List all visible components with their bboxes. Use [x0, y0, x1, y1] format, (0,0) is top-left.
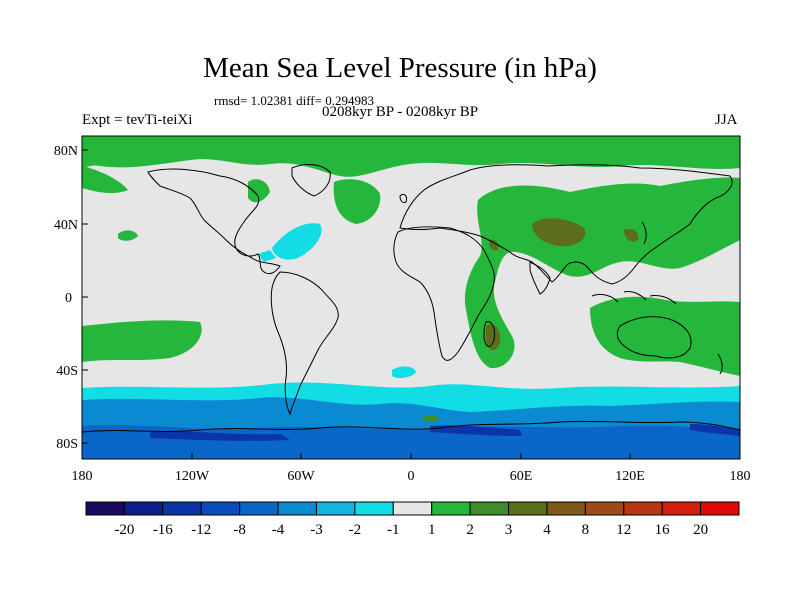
australia-positive [590, 296, 740, 376]
colorbar-swatch [661, 501, 702, 516]
colorbar-swatch [277, 501, 317, 516]
south-america-coast [270, 271, 339, 416]
lon-label-180w: 180 [72, 469, 93, 484]
colorbar-label: 4 [543, 522, 551, 538]
colorbar-swatch [508, 501, 548, 516]
colorbar-swatch [200, 501, 241, 516]
colorbar-swatch [700, 501, 740, 516]
latitude-axis [82, 149, 88, 444]
colorbar-label: 2 [466, 522, 474, 538]
lat-label-40n: 40N [54, 218, 78, 233]
colorbar-label: -16 [153, 522, 173, 538]
south-atlantic-positive-tiny [424, 415, 440, 422]
colorbar-swatch [584, 501, 625, 516]
experiment-label: Expt = tevTi-teiXi [82, 112, 193, 128]
arctic-positive-band [82, 136, 740, 177]
lon-label-180e: 180 [730, 469, 751, 484]
colorbar-label: -1 [387, 522, 400, 538]
colorbar: -20 -16 -12 -8 -4 -3 -2 -1 1 2 3 4 8 12 16 20 [85, 501, 740, 538]
madagascar-coast [483, 321, 495, 347]
latitude-labels: 80N 40N 0 40S 80S [54, 144, 78, 452]
nw-africa-positive-strong [489, 239, 499, 251]
colorbar-swatch [162, 501, 202, 516]
colorbar-label: 8 [582, 522, 590, 538]
japan-coast [641, 221, 647, 245]
colorbar-label: 3 [505, 522, 513, 538]
longitude-labels: 180 120W 60W 0 60E 120E 180 [72, 469, 751, 484]
colorbar-swatch [392, 501, 433, 516]
north-pacific-positive [82, 166, 128, 194]
south-pacific-positive [82, 320, 202, 362]
coastlines [82, 164, 740, 433]
eurasia-coast [399, 164, 733, 285]
colorbar-label: -4 [272, 522, 285, 538]
caribbean-negative-patch [258, 250, 276, 262]
colorbar-swatch [431, 501, 471, 516]
colorbar-swatch [85, 501, 125, 516]
lat-label-0: 0 [65, 291, 72, 306]
period-label: 0208kyr BP - 0208kyr BP [322, 104, 479, 120]
lon-label-60w: 60W [287, 469, 315, 484]
new-zealand-coast [717, 353, 723, 375]
colorbar-label: 1 [428, 522, 436, 538]
colorbar-swatch [354, 501, 394, 516]
greenland-coast [291, 164, 331, 197]
antarctica-coast [82, 420, 740, 433]
lon-label-60e: 60E [510, 469, 533, 484]
lat-label-80n: 80N [54, 144, 78, 159]
map-title: Mean Sea Level Pressure (in hPa) [203, 52, 597, 84]
lon-label-0: 0 [408, 469, 415, 484]
madagascar-positive-strong [486, 324, 501, 351]
longitude-axis [81, 453, 741, 459]
india-coast [529, 261, 551, 295]
north-america-coast [147, 168, 281, 275]
lon-label-120e: 120E [615, 469, 645, 484]
pacific-positive-small [118, 230, 138, 241]
season-label: JJA [715, 112, 738, 128]
lat-label-80s: 80S [56, 437, 78, 452]
australia-coast [616, 316, 692, 359]
colorbar-label: 12 [616, 522, 631, 538]
rmsd-diff-stats: rmsd= 1.02381 diff= 0.294983 [214, 93, 374, 108]
southern-negative-band-darkest [150, 424, 740, 441]
southern-negative-band-deep [82, 425, 740, 459]
north-atlantic-positive [333, 179, 381, 224]
atlantic-negative-patch [272, 223, 322, 260]
colorbar-swatch [469, 501, 510, 516]
africa-coast [393, 226, 495, 361]
lat-label-40s: 40S [56, 364, 78, 379]
lon-label-120w: 120W [175, 469, 210, 484]
tibet-positive-strong [532, 218, 586, 247]
south-atlantic-negative-patch [392, 366, 416, 379]
colorbar-swatch [623, 501, 663, 516]
uk-coast [399, 193, 407, 203]
colorbar-label: 20 [693, 522, 708, 538]
colorbar-label: -12 [191, 522, 211, 538]
colorbar-label: -20 [114, 522, 134, 538]
pressure-anomaly-fields [82, 136, 740, 459]
colorbar-label: -3 [310, 522, 323, 538]
greenland-positive [248, 179, 270, 203]
colorbar-swatch [315, 501, 356, 516]
colorbar-label: 16 [655, 522, 671, 538]
southeast-asia-islands [591, 291, 677, 305]
colorbar-label: -2 [349, 522, 362, 538]
colorbar-swatch [546, 501, 586, 516]
colorbar-swatch [239, 501, 279, 516]
east-asia-positive-strong [624, 228, 639, 242]
colorbar-label: -8 [233, 522, 246, 538]
colorbar-swatch [123, 501, 164, 516]
